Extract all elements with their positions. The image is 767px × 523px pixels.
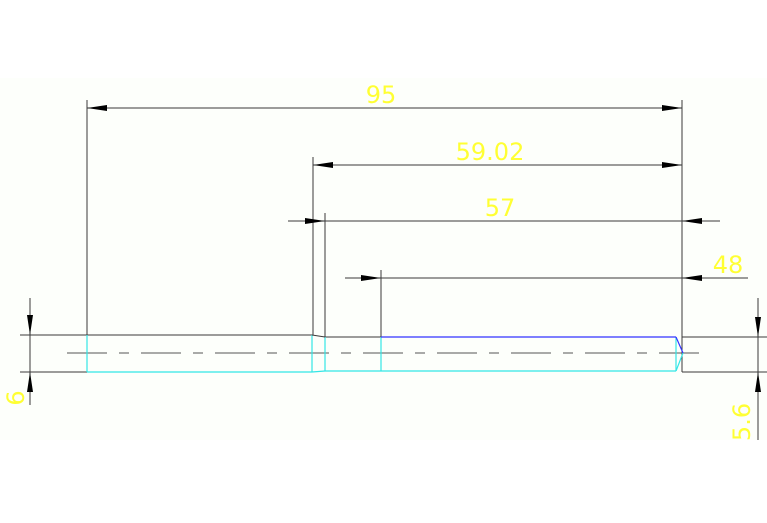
dim-text-59-02: 59.02 bbox=[456, 138, 525, 166]
dim-text-5-6: 5.6 bbox=[728, 403, 756, 441]
drawing-area bbox=[0, 78, 767, 440]
shaft-outline bbox=[86, 335, 684, 373]
dim-text-95: 95 bbox=[366, 81, 397, 109]
extension-lines bbox=[20, 100, 767, 373]
taper-edge bbox=[311, 334, 326, 338]
dim-text-6: 6 bbox=[2, 390, 30, 405]
shaft-top-edge bbox=[381, 336, 684, 354]
dim-text-57: 57 bbox=[485, 194, 516, 222]
dim-text-48: 48 bbox=[713, 251, 744, 279]
